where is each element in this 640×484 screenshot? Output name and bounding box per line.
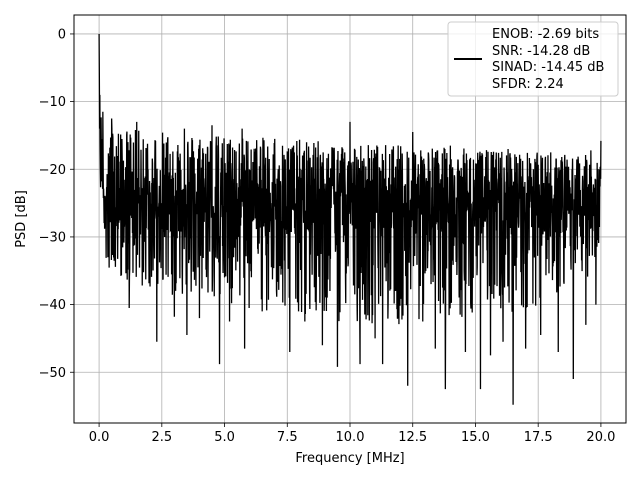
legend-line-sinad: SINAD: -14.45 dB — [492, 60, 604, 75]
legend-line-sfdr: SFDR: 2.24 — [492, 77, 564, 92]
x-tick-label: 10.0 — [336, 430, 365, 445]
x-axis-label: Frequency [MHz] — [295, 451, 404, 466]
x-tick-label: 7.5 — [277, 430, 298, 445]
psd-trace-line — [98, 33, 602, 405]
legend: ENOB: -2.69 bits SNR: -14.28 dB SINAD: -… — [447, 21, 619, 97]
x-tick-label: 2.5 — [151, 430, 172, 445]
y-axis-ticks: 0 −10 −20 −30 −40 −50 — [39, 27, 74, 381]
y-tick-label: −50 — [39, 366, 66, 381]
legend-box — [447, 21, 619, 97]
legend-line-enob: ENOB: -2.69 bits — [492, 27, 599, 42]
y-tick-label: −20 — [39, 163, 66, 178]
x-tick-label: 17.5 — [524, 430, 553, 445]
y-tick-label: −30 — [39, 230, 66, 245]
legend-line-snr: SNR: -14.28 dB — [492, 44, 590, 59]
x-axis-ticks: 0.0 2.5 5.0 7.5 10.0 12.5 15.0 17.5 20.0 — [89, 423, 615, 445]
y-tick-label: −40 — [39, 298, 66, 313]
x-tick-label: 5.0 — [214, 430, 235, 445]
x-tick-label: 20.0 — [586, 430, 615, 445]
x-tick-label: 12.5 — [398, 430, 427, 445]
y-tick-label: 0 — [58, 27, 66, 42]
x-tick-label: 0.0 — [89, 430, 110, 445]
y-tick-label: −10 — [39, 95, 66, 110]
y-axis-label: PSD [dB] — [14, 190, 29, 248]
x-tick-label: 15.0 — [461, 430, 490, 445]
psd-series — [98, 33, 602, 405]
